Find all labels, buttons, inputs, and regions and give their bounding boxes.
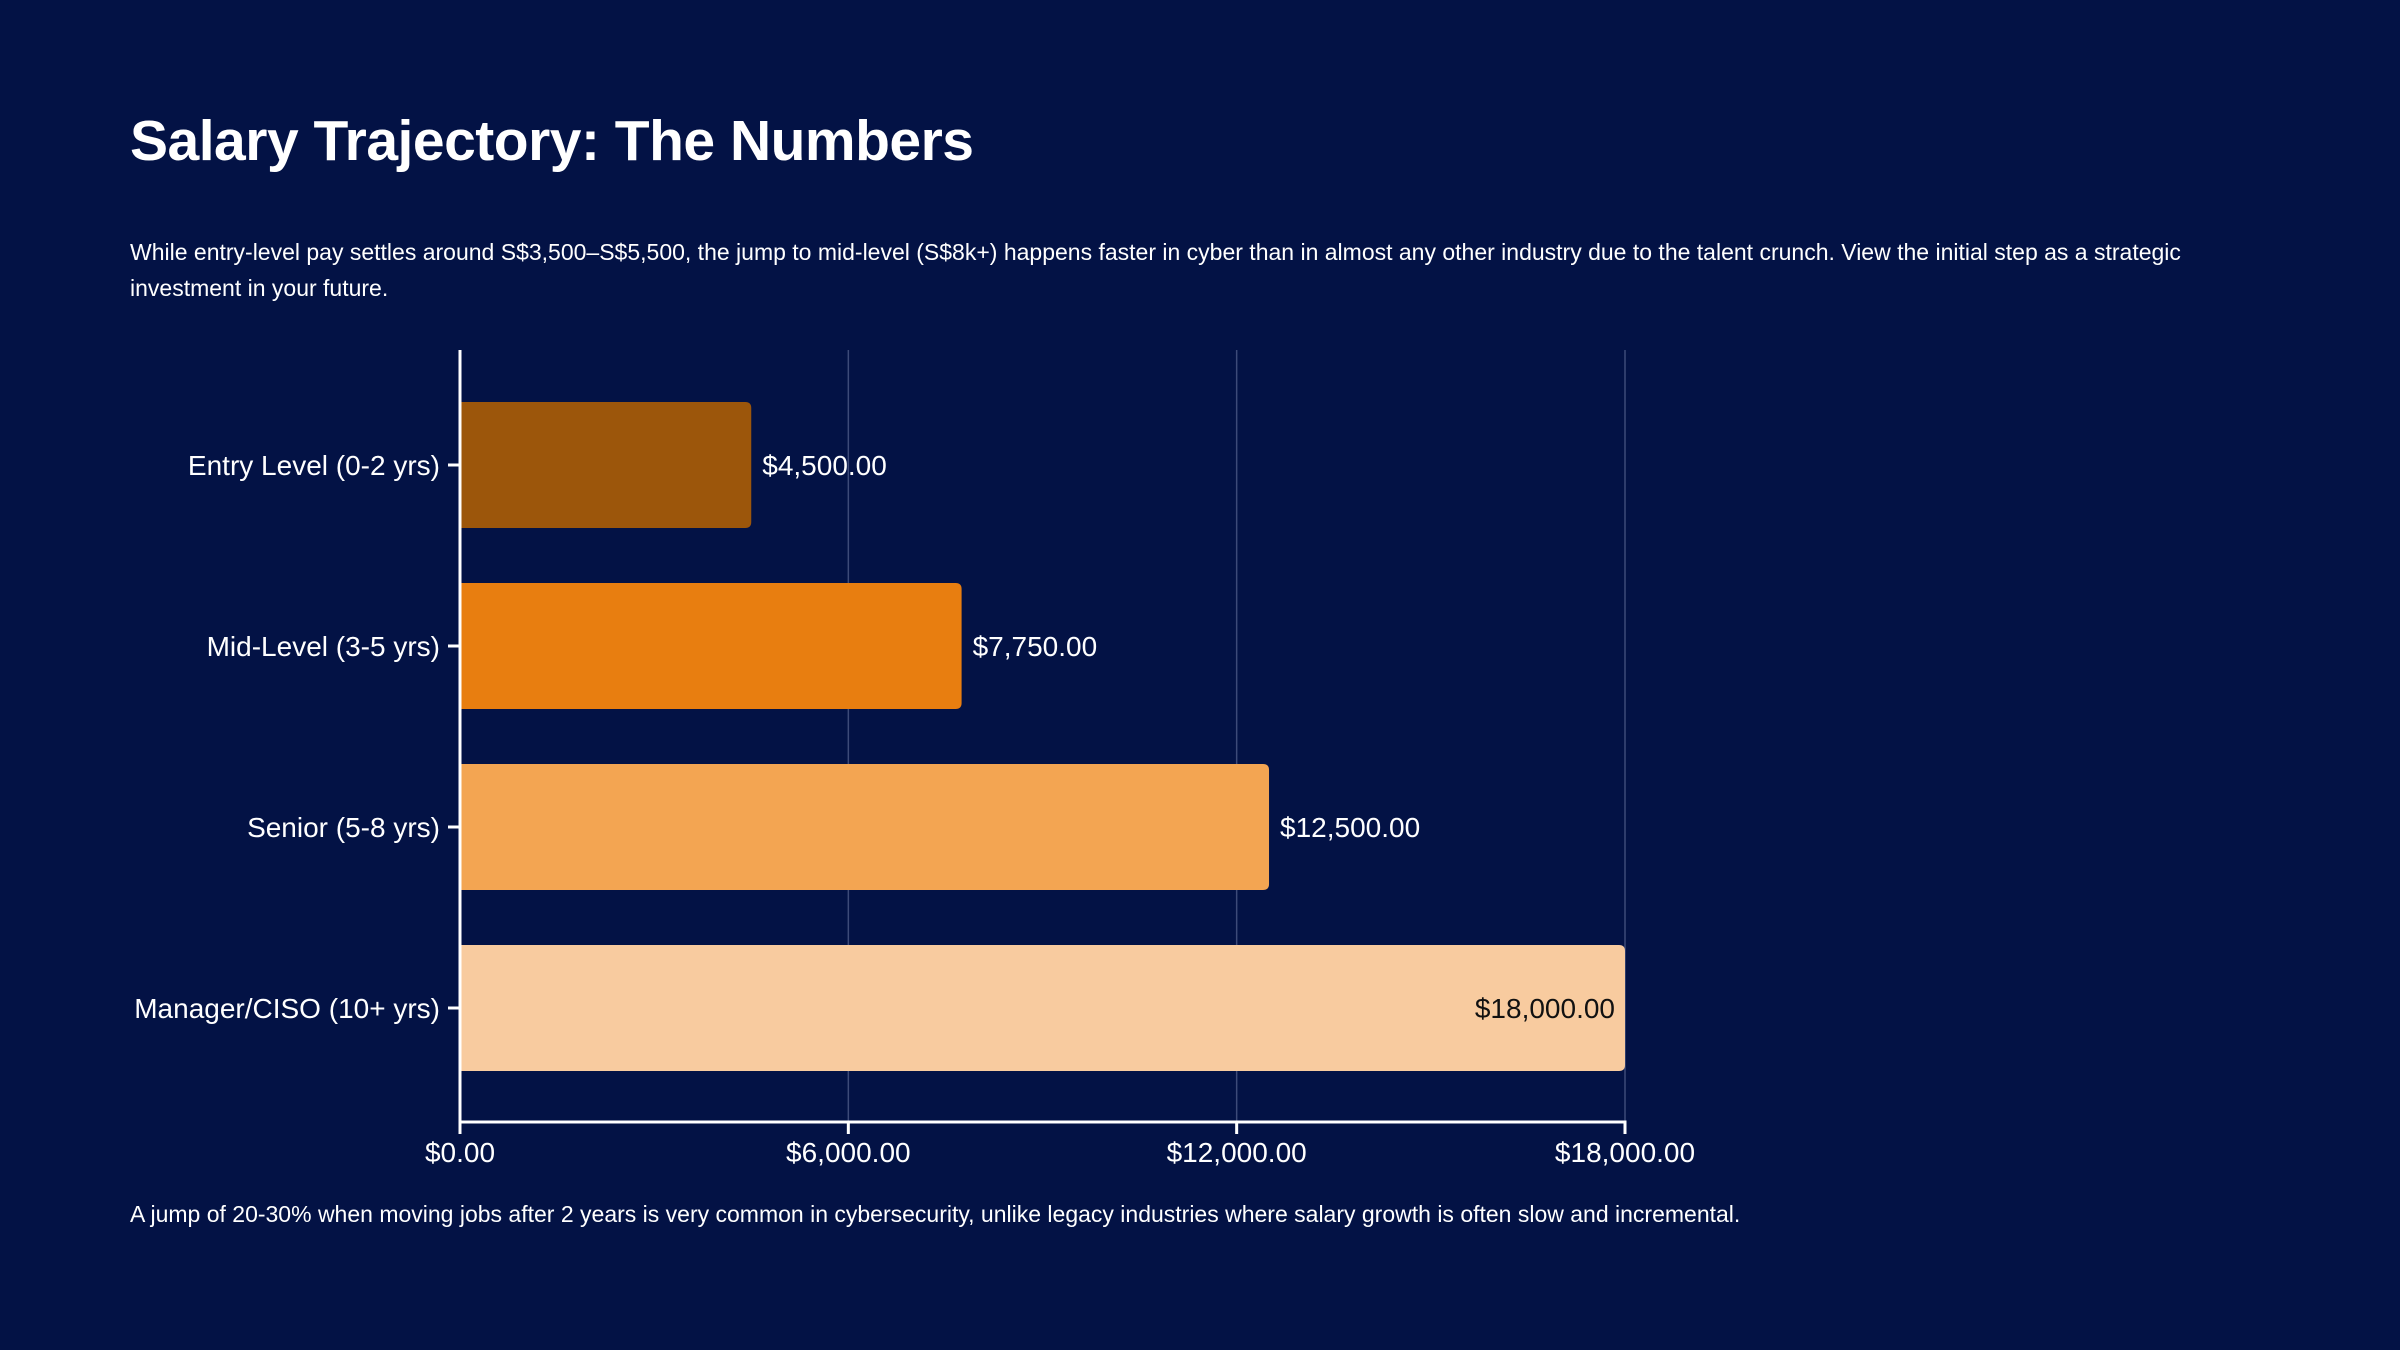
data-label: $12,500.00	[1280, 812, 1420, 843]
bar	[460, 402, 752, 528]
data-label: $4,500.00	[762, 450, 887, 481]
bar	[460, 764, 1270, 890]
category-label: Mid-Level (3-5 yrs)	[207, 631, 440, 662]
bars	[460, 402, 1625, 1071]
bar	[460, 945, 1625, 1071]
x-tick-label: $0.00	[425, 1137, 495, 1168]
labels: Entry Level (0-2 yrs) $4,500.00 Mid-Level …	[134, 450, 1695, 1168]
axes	[448, 350, 1627, 1134]
x-tick-label: $6,000.00	[786, 1137, 911, 1168]
slide-subtitle: While entry-level pay settles around S$3…	[130, 239, 2181, 301]
category-label: Manager/CISO (10+ yrs)	[134, 993, 440, 1024]
x-tick-label: $12,000.00	[1167, 1137, 1307, 1168]
x-tick-label: $18,000.00	[1555, 1137, 1695, 1168]
data-label: $7,750.00	[973, 631, 1098, 662]
category-label: Senior (5-8 yrs)	[247, 812, 440, 843]
data-label: $18,000.00	[1475, 993, 1615, 1024]
slide-footnote: A jump of 20-30% when moving jobs after …	[130, 1201, 1741, 1227]
slide-title: Salary Trajectory: The Numbers	[130, 109, 974, 173]
category-label: Entry Level (0-2 yrs)	[188, 450, 440, 481]
bar	[460, 583, 962, 709]
